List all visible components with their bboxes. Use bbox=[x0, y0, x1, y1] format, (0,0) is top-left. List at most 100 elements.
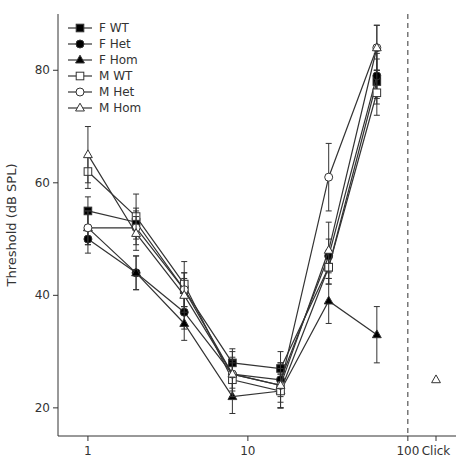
point bbox=[276, 381, 285, 389]
y-tick bbox=[53, 70, 58, 71]
series bbox=[84, 25, 381, 408]
error-bar-cap bbox=[326, 278, 332, 279]
plot-area bbox=[84, 14, 441, 436]
error-bar-cap bbox=[229, 357, 235, 358]
error-bar-cap bbox=[229, 396, 235, 397]
error-bar-cap bbox=[133, 250, 139, 251]
point bbox=[373, 89, 381, 97]
point bbox=[180, 291, 189, 299]
x-tick-label: 100 bbox=[396, 444, 419, 458]
y-tick-label: 40 bbox=[35, 288, 50, 302]
error-bar-cap bbox=[181, 272, 187, 273]
error-bar-cap bbox=[85, 196, 91, 197]
point bbox=[84, 224, 92, 232]
series-line bbox=[88, 48, 377, 386]
legend-label: M Het bbox=[99, 85, 135, 99]
legend-item: F WT bbox=[68, 21, 130, 35]
point bbox=[324, 296, 333, 304]
error-bar-cap bbox=[278, 407, 284, 408]
error-bar-cap bbox=[326, 278, 332, 279]
point bbox=[324, 246, 333, 254]
error-bar-cap bbox=[133, 216, 139, 217]
series-line bbox=[88, 48, 377, 386]
legend-marker bbox=[76, 103, 85, 111]
extra-point bbox=[432, 375, 441, 383]
point bbox=[228, 370, 236, 378]
error-bar bbox=[85, 211, 91, 245]
error-bar-cap bbox=[326, 323, 332, 324]
error-bar-cap bbox=[374, 115, 380, 116]
error-bar bbox=[374, 70, 380, 115]
point bbox=[180, 319, 189, 327]
reference-line bbox=[407, 14, 408, 436]
x-tick-label: Click bbox=[422, 444, 451, 458]
x-tick bbox=[436, 436, 437, 441]
error-bar-cap bbox=[133, 255, 139, 256]
error-bar-cap bbox=[326, 284, 332, 285]
point bbox=[372, 330, 381, 338]
error-bar-cap bbox=[278, 362, 284, 363]
error-bar-cap bbox=[278, 407, 284, 408]
series bbox=[84, 25, 382, 402]
error-bar-cap bbox=[326, 284, 332, 285]
error-bar-cap bbox=[181, 272, 187, 273]
y-axis-label: Threshold (dB SPL) bbox=[4, 164, 19, 288]
x-tick-label: 10 bbox=[240, 444, 255, 458]
error-bar-cap bbox=[278, 402, 284, 403]
error-bar-cap bbox=[85, 244, 91, 245]
error-bar-cap bbox=[374, 70, 380, 71]
y-tick bbox=[53, 182, 58, 183]
legend-item: M Hom bbox=[68, 101, 141, 115]
legend-marker bbox=[76, 40, 84, 48]
series bbox=[84, 211, 382, 414]
legend-label: M Hom bbox=[99, 101, 141, 115]
series-line bbox=[88, 93, 377, 391]
error-bar-cap bbox=[229, 348, 235, 349]
error-bar-cap bbox=[374, 25, 380, 26]
x-tick bbox=[407, 436, 408, 441]
error-bar-cap bbox=[374, 362, 380, 363]
point bbox=[277, 381, 285, 389]
error-bar-cap bbox=[181, 261, 187, 262]
y-tick-label: 80 bbox=[35, 63, 50, 77]
error-bar-cap bbox=[85, 210, 91, 211]
error-bar-cap bbox=[374, 70, 380, 71]
error-bar-cap bbox=[229, 396, 235, 397]
error-bar-cap bbox=[374, 306, 380, 307]
legend-label: F Het bbox=[99, 37, 131, 51]
error-bar-cap bbox=[181, 278, 187, 279]
x-tick bbox=[87, 436, 88, 441]
error-bar-cap bbox=[229, 413, 235, 414]
error-bar-cap bbox=[133, 289, 139, 290]
y-tick-label: 60 bbox=[35, 176, 50, 190]
y-tick bbox=[53, 407, 58, 408]
legend: F WT F Het F Hom M WT M Het M Hom bbox=[68, 21, 141, 115]
error-bar-cap bbox=[85, 126, 91, 127]
error-bar-cap bbox=[374, 25, 380, 26]
error-bar-cap bbox=[133, 289, 139, 290]
legend-marker bbox=[76, 88, 84, 96]
point bbox=[372, 43, 381, 51]
point bbox=[228, 369, 237, 377]
error-bar-cap bbox=[85, 182, 91, 183]
y-tick-label: 20 bbox=[35, 401, 50, 415]
legend-item: M WT bbox=[68, 69, 133, 83]
error-bar-cap bbox=[133, 210, 139, 211]
error-bar-cap bbox=[85, 188, 91, 189]
error-bar bbox=[326, 143, 332, 211]
error-bar-cap bbox=[229, 351, 235, 352]
x-axis-line bbox=[58, 436, 456, 437]
error-bar-cap bbox=[85, 253, 91, 254]
legend-label: F Hom bbox=[99, 53, 138, 67]
x-tick-label: 1 bbox=[84, 444, 92, 458]
error-bar-cap bbox=[326, 210, 332, 211]
point bbox=[84, 150, 93, 158]
legend-marker bbox=[76, 24, 84, 32]
chart: 20 40 60 80 1 10 100Click Threshold (dB SPL) F W… bbox=[0, 0, 474, 474]
error-bar-cap bbox=[326, 143, 332, 144]
error-bar-cap bbox=[133, 255, 139, 256]
y-axis-line bbox=[58, 14, 59, 436]
error-bar-cap bbox=[278, 407, 284, 408]
point bbox=[228, 370, 236, 378]
error-bar-cap bbox=[181, 312, 187, 313]
